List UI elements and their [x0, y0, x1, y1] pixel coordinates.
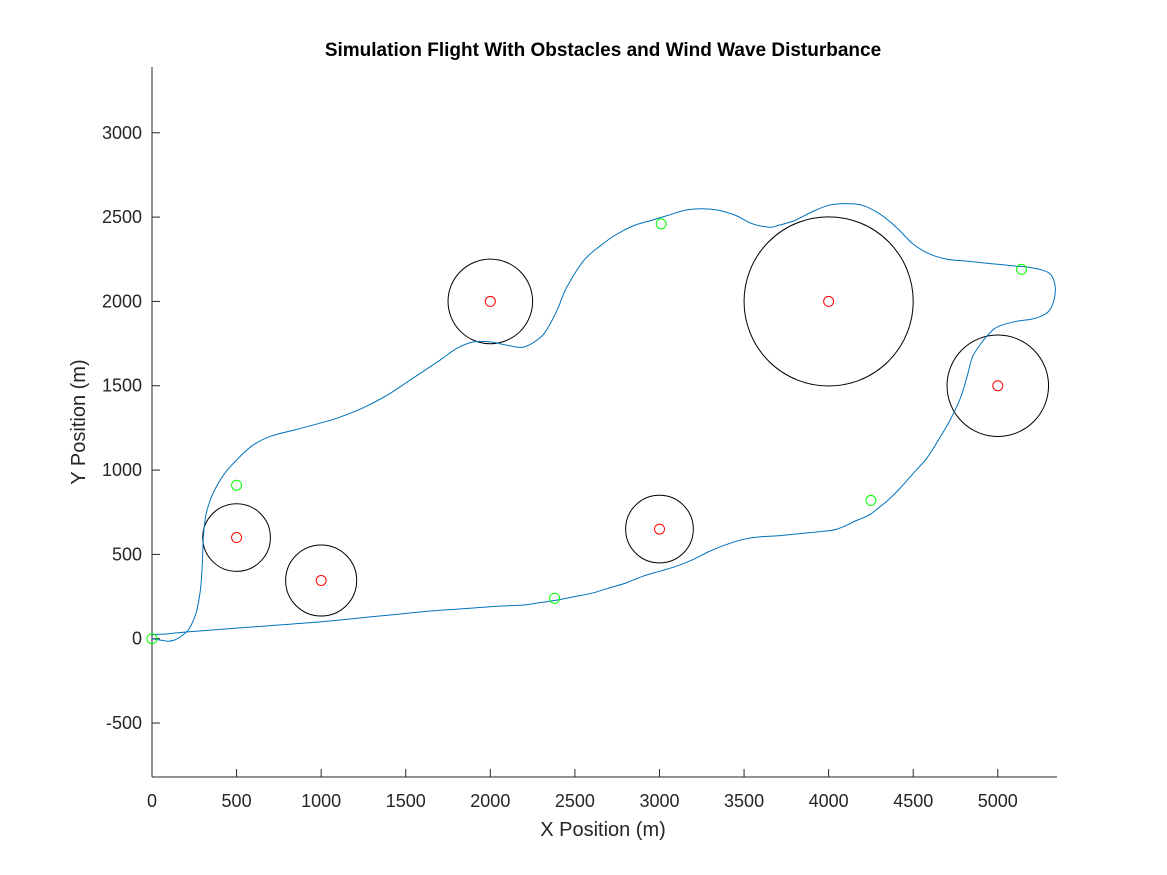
y-tick-label: 2000: [102, 291, 142, 311]
x-tick-label: 0: [147, 791, 157, 811]
obstacle-circle: [202, 503, 271, 572]
y-tick-label: 1500: [102, 376, 142, 396]
path-layer: [151, 203, 1056, 642]
flight-path-line: [151, 203, 1056, 642]
y-ticks: -500 0 500 1000 1500 2000 2500 3000: [102, 123, 160, 733]
obstacle-centers-layer: [231, 295, 1004, 587]
y-tick-label: 3000: [102, 123, 142, 143]
obstacle-circle: [285, 544, 358, 617]
x-tick-label: 500: [222, 791, 252, 811]
x-tick-label: 2000: [470, 791, 510, 811]
x-tick-label: 4500: [893, 791, 933, 811]
obstacle-center-marker: [653, 523, 665, 535]
y-tick-label: 2500: [102, 207, 142, 227]
x-tick-label: 1500: [386, 791, 426, 811]
waypoint-marker: [146, 633, 158, 645]
obstacle-circle: [743, 216, 914, 387]
waypoints-layer: [146, 218, 1027, 645]
obstacle-center-marker: [992, 380, 1004, 392]
waypoint-marker: [865, 494, 877, 506]
obstacle-circle: [625, 494, 694, 564]
chart-title: Simulation Flight With Obstacles and Win…: [325, 40, 881, 61]
waypoint-marker: [549, 592, 561, 604]
obstacles-layer: [202, 216, 1050, 617]
obstacle-circle: [946, 334, 1050, 437]
x-tick-label: 4000: [809, 791, 849, 811]
obstacle-circle: [447, 258, 534, 345]
plot-area: [146, 203, 1056, 645]
y-tick-label: 0: [132, 629, 142, 649]
y-tick-label: 500: [112, 544, 142, 564]
y-tick-label: -500: [106, 713, 142, 733]
obstacle-center-marker: [315, 575, 327, 587]
x-ticks: 0 500 1000 1500 2000 2500 3000 3500 4000 4500 5000: [147, 769, 1018, 811]
y-axis-label: Y Position (m): [68, 359, 90, 484]
x-tick-label: 1000: [301, 791, 341, 811]
x-axis-label: X Position (m): [540, 819, 666, 841]
x-tick-label: 2500: [555, 791, 595, 811]
x-tick-label: 3500: [724, 791, 764, 811]
obstacle-center-marker: [823, 295, 835, 307]
waypoint-marker: [231, 479, 243, 491]
axes: [151, 67, 1057, 778]
x-tick-label: 5000: [978, 791, 1018, 811]
waypoint-marker: [655, 218, 667, 230]
obstacle-center-marker: [484, 295, 496, 307]
x-tick-label: 3000: [639, 791, 679, 811]
waypoint-marker: [1015, 263, 1027, 275]
y-tick-label: 1000: [102, 460, 142, 480]
obstacle-center-marker: [231, 532, 243, 544]
